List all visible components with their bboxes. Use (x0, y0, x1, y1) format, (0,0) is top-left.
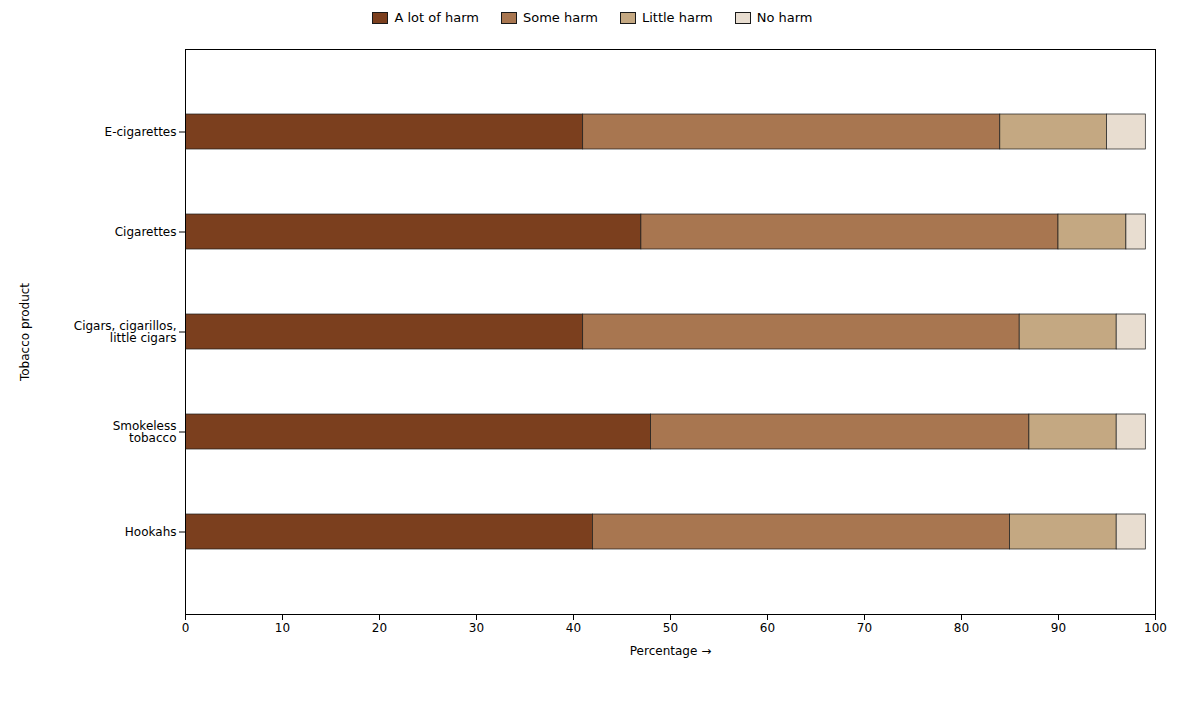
html-text:Some harm: Some harm (522, 10, 598, 25)
svg-text:Hookahs: Hookahs (125, 525, 177, 539)
svg-text:60: 60 (760, 621, 775, 635)
html-text:A lot of harm: A lot of harm (394, 10, 479, 25)
svg-text:Tobacco product: Tobacco product (18, 283, 32, 382)
svg-text:50: 50 (663, 621, 678, 635)
html-text:No harm: No harm (756, 10, 813, 25)
svg-text:30: 30 (469, 621, 484, 635)
svg-text:10: 10 (275, 621, 290, 635)
svg-text:Smokelesstobacco: Smokelesstobacco (113, 419, 177, 445)
html-text:Little harm: Little harm (641, 10, 713, 25)
svg-text:0: 0 (182, 621, 190, 635)
svg-text:70: 70 (857, 621, 872, 635)
svg-text:40: 40 (566, 621, 581, 635)
svg-text:90: 90 (1051, 621, 1066, 635)
svg-text:Percentage →: Percentage → (630, 644, 711, 658)
svg-text:80: 80 (954, 621, 969, 635)
svg-text:100: 100 (1144, 621, 1167, 635)
svg-text:20: 20 (372, 621, 387, 635)
svg-text:E-cigarettes: E-cigarettes (105, 125, 177, 139)
svg-text:Cigarettes: Cigarettes (115, 225, 177, 239)
svg-text:Cigars, cigarillos,little ciga: Cigars, cigarillos,little cigars (74, 319, 177, 345)
